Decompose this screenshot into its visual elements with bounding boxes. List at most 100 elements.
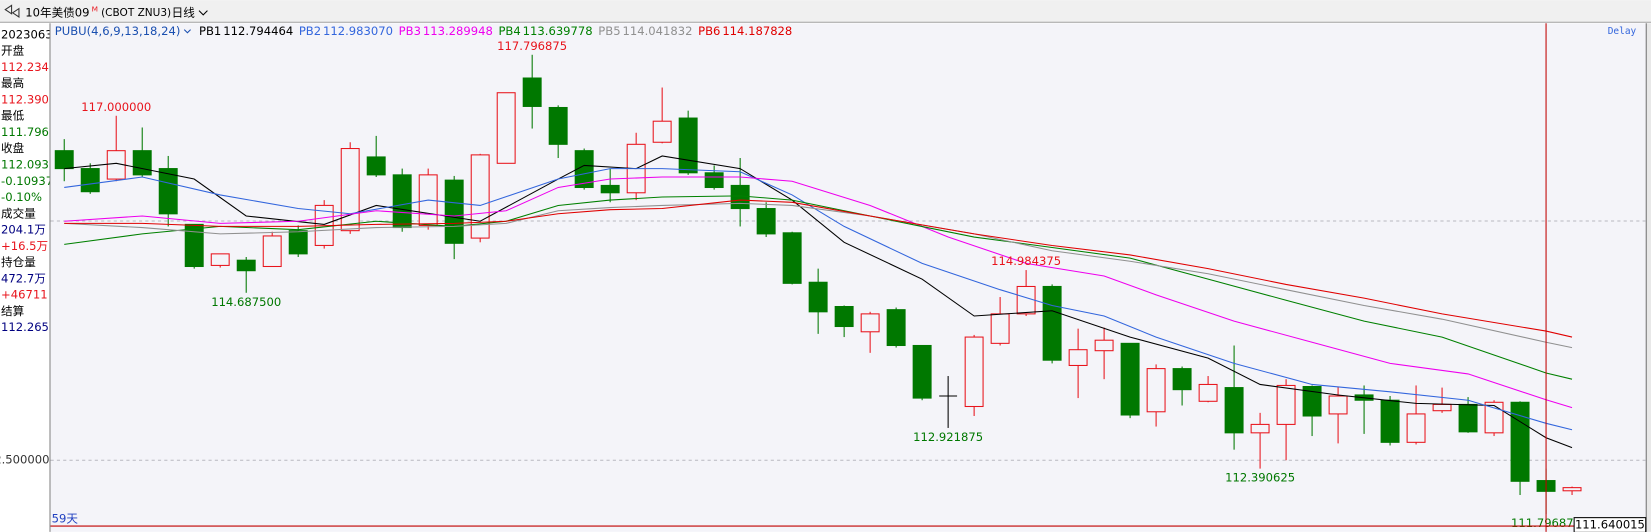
- info-row: -0.10%: [1, 190, 42, 204]
- info-row: 112.390625: [1, 92, 71, 106]
- candle-body: [1068, 349, 1088, 366]
- candle-body: [1302, 385, 1322, 417]
- instrument-badge: M: [92, 5, 98, 14]
- info-row: 472.7万: [1, 271, 46, 285]
- indicator-line: [64, 199, 1573, 338]
- extreme-label: 112.921875: [913, 430, 983, 444]
- candle-body: [912, 344, 932, 399]
- indicator-line: [64, 176, 1573, 409]
- candle-body: [1276, 384, 1296, 425]
- legend-name: PB4: [498, 24, 520, 38]
- info-row: 112.2656: [1, 320, 56, 334]
- candle-body: [964, 336, 984, 408]
- candle-body: [184, 223, 204, 268]
- legend-value: 114.187828: [722, 24, 792, 38]
- legend-value: 112.794464: [223, 24, 293, 38]
- candle-body: [1016, 285, 1036, 315]
- candle-body: [1224, 387, 1244, 434]
- info-row: 112.234375: [1, 60, 71, 74]
- candle-body: [1172, 368, 1192, 391]
- candle-body: [522, 77, 542, 107]
- info-row: 持仓量: [1, 255, 36, 269]
- candle-body: [1458, 403, 1478, 433]
- info-row: +16.5万: [1, 239, 48, 253]
- candle-body: [574, 150, 594, 189]
- toolbar-icon[interactable]: [4, 4, 20, 18]
- candle-body: [288, 230, 308, 255]
- candle-body: [1562, 487, 1582, 492]
- candle-body: [730, 184, 750, 210]
- instrument-code: (CBOT ZNU3): [101, 7, 171, 19]
- cursor-price-box: [1573, 517, 1647, 532]
- period-chevron[interactable]: [198, 10, 208, 16]
- toolbar: [0, 0, 1651, 23]
- candle-body: [340, 148, 360, 232]
- candle-body: [860, 313, 880, 333]
- y-tick-label: 112.500000: [0, 453, 49, 467]
- candle-body: [496, 92, 516, 164]
- legend-name: PB3: [399, 24, 421, 38]
- indicator-line: [64, 202, 1573, 349]
- period-selector[interactable]: 日线: [172, 5, 196, 19]
- candle-body: [262, 235, 282, 268]
- candle-body: [132, 150, 152, 176]
- candle-body: [236, 259, 256, 272]
- candle-body: [1250, 423, 1270, 434]
- info-row: 112.09375: [1, 158, 64, 172]
- candle-body: [782, 232, 802, 284]
- legend-value: 112.983070: [323, 24, 393, 38]
- candle-body: [1120, 342, 1140, 416]
- candle-body: [444, 179, 464, 244]
- candle-body: [1094, 339, 1114, 352]
- extreme-label: 114.687500: [211, 295, 281, 309]
- cursor-price-label: 111.640015: [1575, 518, 1645, 532]
- info-row: -0.109375: [1, 174, 60, 188]
- candle-body: [600, 184, 620, 194]
- legend-name: PB1: [199, 24, 221, 38]
- candle-body: [366, 156, 386, 176]
- candle-body: [756, 208, 776, 235]
- info-row: 开盘: [1, 44, 25, 58]
- candle-body: [834, 305, 854, 328]
- legend-name: PB6: [698, 24, 720, 38]
- indicator-name[interactable]: PUBU(4,6,9,13,18,24): [55, 24, 181, 38]
- info-row: +46711: [1, 288, 48, 302]
- instrument-name[interactable]: 10年美债09: [25, 5, 89, 19]
- candle-body: [1146, 368, 1166, 413]
- info-row: 最高: [1, 76, 24, 90]
- legend-value: 113.639778: [523, 24, 593, 38]
- candle-body: [392, 174, 412, 229]
- candle-body: [210, 253, 230, 266]
- candle-body: [158, 168, 178, 215]
- legend-name: PB5: [598, 24, 620, 38]
- candle-body: [808, 281, 828, 313]
- candle-body: [470, 154, 490, 239]
- info-row: 结算: [1, 304, 24, 318]
- candle-body: [1042, 285, 1062, 361]
- legend-value: 113.289948: [423, 24, 493, 38]
- switch-icon[interactable]: [4, 4, 20, 18]
- candle-body: [678, 117, 698, 174]
- info-row: 111.796875: [1, 125, 71, 139]
- info-rows: 20230630 开盘 112.234375 最高 112.390625 最低 111.79…: [1, 27, 71, 334]
- candle-body: [548, 106, 568, 145]
- candle-body: [1380, 399, 1400, 443]
- candle-body: [652, 120, 672, 143]
- scrollbar[interactable]: [1646, 23, 1651, 532]
- candle-body: [1328, 395, 1348, 415]
- candle-body: [704, 172, 724, 189]
- info-row: 204.1万: [1, 223, 46, 237]
- candle-body: [1484, 401, 1504, 434]
- extreme-label: 112.390625: [1225, 471, 1295, 485]
- candle-body: [1510, 401, 1530, 482]
- indicator-chevron[interactable]: [183, 29, 191, 34]
- candle-body: [80, 168, 100, 193]
- candle-body: [1198, 383, 1218, 402]
- extreme-label: 114.984375: [991, 254, 1061, 268]
- info-row: 20230630: [1, 27, 60, 41]
- candle-body: [54, 150, 74, 170]
- candle-body: [1406, 413, 1426, 443]
- candle-body: [886, 309, 906, 347]
